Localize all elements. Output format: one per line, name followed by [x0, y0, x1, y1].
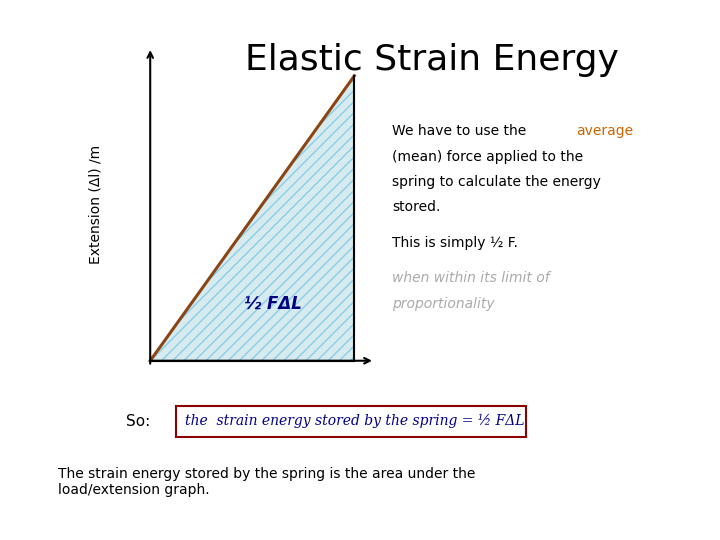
Text: stored.: stored. [392, 200, 441, 214]
Text: when within its limit of: when within its limit of [392, 272, 550, 286]
Text: This is simply ½ F.: This is simply ½ F. [392, 236, 518, 250]
Text: So:: So: [126, 414, 150, 429]
Text: spring to calculate the energy: spring to calculate the energy [392, 175, 601, 189]
Text: Load(F) /N: Load(F) /N [211, 416, 289, 431]
Text: Extension (Δl) /m: Extension (Δl) /m [89, 144, 103, 264]
Text: (mean) force applied to the: (mean) force applied to the [392, 150, 583, 164]
Text: We have to use the: We have to use the [392, 124, 531, 138]
Text: The strain energy stored by the spring is the area under the
load/extension grap: The strain energy stored by the spring i… [58, 467, 475, 497]
Text: the  strain energy stored by the spring = ½ FΔL: the strain energy stored by the spring =… [185, 414, 525, 428]
Text: Elastic Strain Energy: Elastic Strain Energy [245, 43, 619, 77]
Polygon shape [150, 76, 354, 361]
Text: proportionality: proportionality [392, 297, 495, 311]
Text: average: average [576, 124, 633, 138]
Text: ½ FΔL: ½ FΔL [244, 295, 302, 313]
